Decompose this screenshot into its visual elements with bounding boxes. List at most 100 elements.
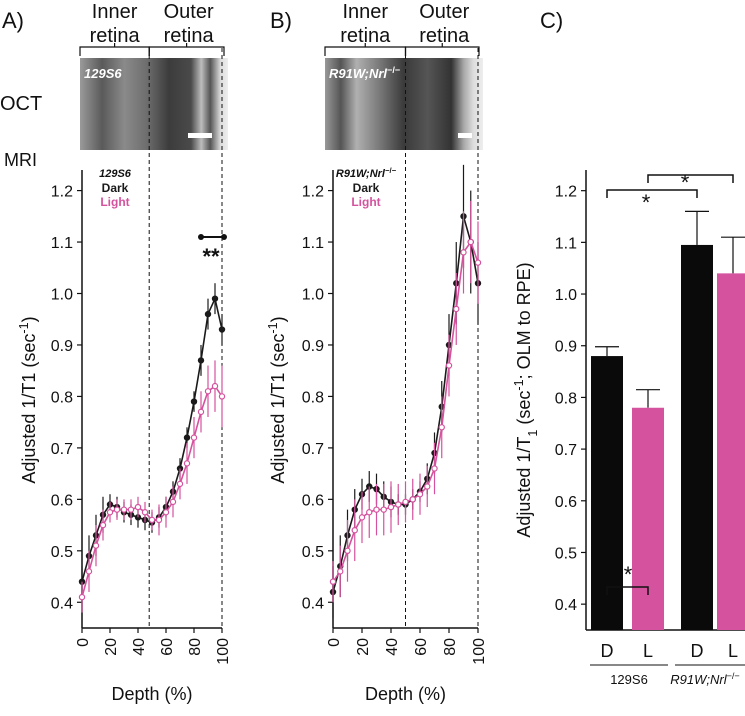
region-label: Inner <box>342 1 388 23</box>
x-tick-label: 80 <box>442 638 459 656</box>
data-point <box>134 503 142 511</box>
y-tick-label: 0.5 <box>51 544 73 561</box>
text-part: -1 <box>17 322 31 333</box>
y-tick-label: 0.8 <box>555 390 577 407</box>
annotation: * <box>624 562 633 587</box>
region-label: retina <box>164 25 215 47</box>
text-part: 129S6 <box>99 168 132 180</box>
x-tick-label: D <box>601 641 614 661</box>
data-point <box>190 398 198 405</box>
significance-end <box>198 234 204 240</box>
y-tick-label: 0.4 <box>302 595 324 612</box>
y-tick-label: 1.1 <box>302 235 324 252</box>
oct-image <box>325 58 483 150</box>
y-tick-label: 0.5 <box>555 545 577 562</box>
x-tick-label: 40 <box>131 638 148 656</box>
data-point <box>373 506 380 513</box>
region-label: Outer <box>164 1 214 23</box>
data-point <box>155 516 163 524</box>
x-tick-label: 60 <box>159 638 176 656</box>
x-tick-label: 20 <box>355 638 372 656</box>
bar <box>681 244 713 630</box>
significance-bracket <box>606 586 649 595</box>
data-point <box>92 542 100 549</box>
scale-bar <box>188 133 212 138</box>
oct-genotype: R91W;Nrl−/− <box>329 65 400 81</box>
data-point <box>176 480 184 488</box>
y-tick-label: 0.4 <box>555 597 577 614</box>
legend-title: 129S6 <box>99 168 132 180</box>
y-axis-label: Adjusted 1/T1 (sec-1; OLM to RPE) <box>512 262 540 537</box>
y-tick-label: 0.9 <box>302 338 324 355</box>
y-tick-label: 1.0 <box>555 287 577 304</box>
y-tick-label: 0.7 <box>555 442 577 459</box>
text-part: Adjusted 1/T1 (sec <box>268 334 288 484</box>
y-tick-label: 1.2 <box>302 184 324 201</box>
group-label: 129S6 <box>610 672 648 687</box>
region-label: Outer <box>419 1 469 23</box>
data-point <box>169 498 177 506</box>
y-tick-label: 1.2 <box>555 184 577 201</box>
y-tick-label: 0.8 <box>51 389 73 406</box>
text-part: ; OLM to RPE) <box>514 262 534 379</box>
data-point <box>113 506 121 513</box>
data-point <box>424 483 431 490</box>
data-point <box>183 460 191 467</box>
region-label: retina <box>419 25 470 47</box>
y-tick-label: 0.7 <box>51 441 73 458</box>
y-tick-label: 0.6 <box>302 492 324 509</box>
x-tick-label: 80 <box>187 638 204 656</box>
significance-end <box>221 234 227 240</box>
region-bracket <box>148 43 225 56</box>
text-part: Adjusted 1/T <box>514 437 534 538</box>
x-tick-label: L <box>643 641 653 661</box>
y-tick-label: 1.0 <box>51 287 73 304</box>
annotation: * <box>681 170 690 195</box>
oct-label: OCT <box>0 93 42 115</box>
text-part: R91W;Nrl <box>329 66 387 81</box>
region-label: retina <box>340 25 391 47</box>
text-part: −/− <box>387 65 400 75</box>
text-part: -1 <box>266 322 280 333</box>
y-tick-label: 0.6 <box>51 492 73 509</box>
y-tick-label: 1.1 <box>555 235 577 252</box>
mri-label: MRI <box>4 150 37 170</box>
y-tick-label: 0.6 <box>555 494 577 511</box>
text-part: −/− <box>385 166 397 175</box>
region-bracket <box>404 43 480 56</box>
data-point <box>85 568 93 575</box>
x-axis-label: Depth (%) <box>111 684 192 704</box>
bar <box>591 356 623 630</box>
y-tick-label: 0.9 <box>51 338 73 355</box>
data-point <box>402 498 409 506</box>
bar <box>717 273 745 630</box>
legend-entry: Dark <box>102 181 129 195</box>
x-tick-label: 100 <box>215 638 232 665</box>
annotation: ** <box>202 244 220 269</box>
data-point <box>344 547 351 555</box>
data-point <box>197 357 205 364</box>
legend-entry: Light <box>351 195 380 209</box>
y-tick-label: 0.5 <box>302 544 324 561</box>
data-point <box>190 434 198 441</box>
data-point <box>211 295 219 302</box>
scale-bar <box>458 133 472 138</box>
text-part: -1 <box>512 379 526 390</box>
legend-entry: Dark <box>353 181 380 195</box>
data-point <box>204 388 212 395</box>
data-point <box>120 506 128 513</box>
text-part: ) <box>19 316 39 322</box>
text-part: −/− <box>727 671 740 681</box>
text-part: ) <box>268 316 288 322</box>
y-axis-label: Adjusted 1/T1 (sec-1) <box>17 316 39 483</box>
text-part: Adjusted 1/T1 (sec <box>19 334 39 484</box>
data-point <box>409 496 416 503</box>
data-point <box>387 503 395 511</box>
text-part: 1 <box>526 430 540 437</box>
oct-genotype: 129S6 <box>84 66 122 81</box>
data-point <box>467 238 474 246</box>
data-point <box>474 259 482 266</box>
x-tick-label: L <box>728 641 738 661</box>
significance-bracket <box>606 189 698 198</box>
